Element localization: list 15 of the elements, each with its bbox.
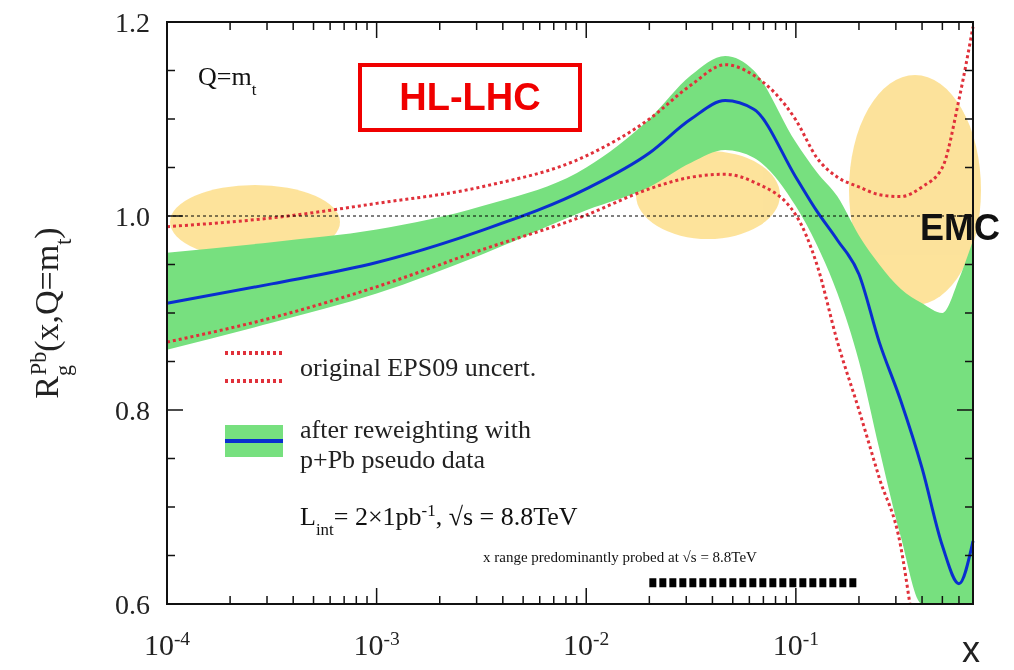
y-tick-label: 0.6: [115, 589, 150, 620]
annotation: HL-LHC: [399, 76, 541, 118]
y-tick-label: 1.2: [115, 7, 150, 38]
y-tick-label: 0.8: [115, 395, 150, 426]
annotation: L$_{int}$= 2×1pb$^{-1}$, √s = 8.8TeV: [300, 500, 578, 539]
x-tick-label: 10$^{-4}$: [143, 627, 191, 661]
x-tick-label: 10$^{-1}$: [772, 627, 819, 661]
legend-label: after reweighting with p+Pb pseudo data: [300, 415, 532, 474]
annotation: x range predominantly probed at √s = 8.8TeV: [483, 549, 758, 565]
legend-label: original EPS09 uncert.: [300, 353, 537, 382]
x-tick-label: 10$^{-3}$: [353, 627, 400, 661]
x-tick-label: 10$^{-2}$: [563, 627, 610, 661]
annotation: Q=m$_{t}$: [198, 62, 257, 99]
x-axis-title: x: [962, 629, 980, 670]
y-tick-label: 1.0: [115, 201, 150, 232]
